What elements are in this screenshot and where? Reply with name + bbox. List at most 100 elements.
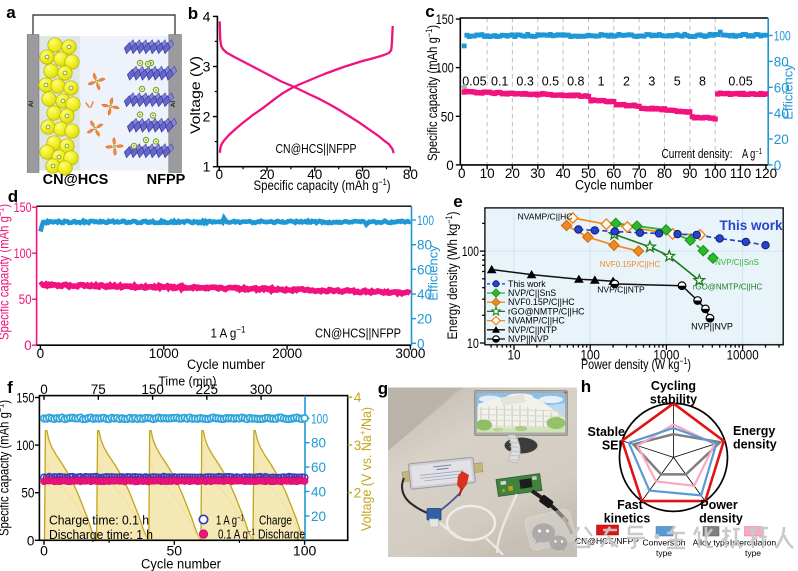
svg-text:100: 100 bbox=[293, 542, 317, 558]
svg-text:This work: This work bbox=[719, 218, 783, 233]
svg-text:0: 0 bbox=[458, 166, 466, 181]
svg-text:c: c bbox=[425, 2, 434, 21]
svg-text:60: 60 bbox=[355, 167, 370, 182]
svg-text:3: 3 bbox=[203, 59, 211, 75]
svg-text:NVP||NVP: NVP||NVP bbox=[691, 322, 733, 332]
svg-text:type: type bbox=[745, 548, 761, 558]
svg-text:Specific capacity (mAh g−1): Specific capacity (mAh g−1) bbox=[254, 177, 391, 193]
svg-text:g: g bbox=[378, 379, 388, 398]
svg-text:2000: 2000 bbox=[272, 346, 302, 361]
svg-text:CN@HCS||NFPP: CN@HCS||NFPP bbox=[276, 142, 357, 156]
svg-text:Cycle number: Cycle number bbox=[575, 178, 653, 193]
svg-text:75: 75 bbox=[91, 382, 106, 397]
svg-text:density: density bbox=[699, 512, 743, 526]
svg-text:80: 80 bbox=[657, 166, 672, 181]
svg-text:0: 0 bbox=[40, 542, 48, 558]
svg-text:NVP/C||NTP: NVP/C||NTP bbox=[597, 285, 645, 295]
svg-text:50: 50 bbox=[19, 292, 32, 307]
svg-text:h: h bbox=[581, 377, 591, 396]
svg-text:0.1: 0.1 bbox=[491, 75, 508, 89]
svg-text:Efficiency: Efficiency bbox=[426, 245, 441, 301]
svg-text:Power density (W kg−1): Power density (W kg−1) bbox=[581, 356, 691, 372]
svg-text:Energy: Energy bbox=[733, 424, 775, 438]
svg-text:rGO@NMTP/C||HC: rGO@NMTP/C||HC bbox=[508, 306, 585, 316]
svg-text:10000: 10000 bbox=[727, 347, 759, 362]
svg-text:Specific capacity (mAh g−1): Specific capacity (mAh g−1) bbox=[0, 204, 12, 340]
svg-text:2: 2 bbox=[203, 109, 211, 125]
svg-text:50: 50 bbox=[441, 109, 454, 124]
svg-text:Power: Power bbox=[700, 498, 738, 512]
svg-text:0.05: 0.05 bbox=[728, 75, 752, 89]
svg-text:40: 40 bbox=[774, 106, 789, 121]
svg-text:4: 4 bbox=[203, 8, 211, 24]
svg-text:70: 70 bbox=[632, 166, 647, 181]
svg-text:CN@HCS||NFPP: CN@HCS||NFPP bbox=[315, 327, 401, 341]
svg-text:NVAMP/C||HC: NVAMP/C||HC bbox=[508, 316, 565, 326]
svg-text:Specific capacity (mAh g−1): Specific capacity (mAh g−1) bbox=[0, 400, 12, 536]
svg-text:60: 60 bbox=[417, 262, 432, 277]
svg-text:3: 3 bbox=[648, 75, 655, 89]
svg-text:Stable: Stable bbox=[587, 425, 625, 439]
svg-text:100: 100 bbox=[704, 166, 727, 181]
svg-text:Charge time: 0.1 h: Charge time: 0.1 h bbox=[49, 514, 149, 528]
svg-text:1000: 1000 bbox=[149, 346, 179, 361]
svg-text:Charge: Charge bbox=[259, 514, 292, 528]
svg-text:0: 0 bbox=[37, 346, 45, 361]
svg-text:NVF0.15P/C||HC: NVF0.15P/C||HC bbox=[600, 260, 661, 269]
svg-text:100: 100 bbox=[16, 438, 34, 453]
svg-text:1: 1 bbox=[203, 159, 211, 175]
svg-text:f: f bbox=[7, 378, 13, 397]
svg-text:0: 0 bbox=[774, 158, 782, 173]
svg-text:80: 80 bbox=[417, 238, 432, 253]
svg-text:Cycling: Cycling bbox=[651, 379, 696, 393]
svg-text:150: 150 bbox=[436, 12, 454, 27]
svg-text:0: 0 bbox=[40, 382, 48, 397]
svg-text:8: 8 bbox=[699, 75, 706, 89]
svg-text:0.8: 0.8 bbox=[567, 75, 584, 89]
svg-text:Voltage (V vs. Na+/Na): Voltage (V vs. Na+/Na) bbox=[358, 407, 374, 531]
svg-text:Conversion: Conversion bbox=[643, 538, 686, 548]
svg-text:80: 80 bbox=[311, 436, 326, 451]
svg-text:100: 100 bbox=[311, 411, 328, 426]
svg-text:50: 50 bbox=[167, 542, 183, 558]
svg-text:1000: 1000 bbox=[653, 347, 679, 362]
svg-text:300: 300 bbox=[250, 382, 273, 397]
svg-text:3000: 3000 bbox=[395, 346, 425, 361]
svg-text:20: 20 bbox=[505, 166, 520, 181]
svg-text:40: 40 bbox=[307, 167, 322, 182]
svg-text:1: 1 bbox=[598, 75, 605, 89]
svg-text:60: 60 bbox=[606, 166, 621, 181]
svg-text:Fast: Fast bbox=[617, 498, 644, 512]
svg-text:NVF0.15P/C||HC: NVF0.15P/C||HC bbox=[508, 297, 575, 307]
svg-text:Al: Al bbox=[28, 101, 35, 108]
svg-text:10: 10 bbox=[508, 347, 521, 362]
svg-text:density: density bbox=[733, 438, 777, 452]
svg-text:d: d bbox=[8, 187, 18, 206]
svg-text:20: 20 bbox=[311, 509, 326, 524]
svg-text:type: type bbox=[656, 548, 672, 558]
svg-text:stability: stability bbox=[650, 393, 697, 407]
svg-text:0.5: 0.5 bbox=[542, 75, 559, 89]
svg-text:80: 80 bbox=[403, 167, 418, 182]
svg-text:20: 20 bbox=[774, 132, 789, 147]
svg-text:4: 4 bbox=[354, 390, 362, 405]
svg-text:Energy density (Wh kg−1): Energy density (Wh kg−1) bbox=[444, 212, 460, 340]
svg-text:e: e bbox=[453, 192, 462, 211]
svg-text:100: 100 bbox=[417, 213, 434, 228]
svg-text:a: a bbox=[6, 3, 16, 22]
svg-text:Time (min): Time (min) bbox=[158, 373, 216, 388]
svg-text:110: 110 bbox=[730, 166, 752, 181]
svg-text:Discharge: Discharge bbox=[258, 528, 305, 542]
svg-text:50: 50 bbox=[21, 486, 34, 501]
svg-text:2: 2 bbox=[623, 75, 630, 89]
svg-text:Efficiency: Efficiency bbox=[781, 64, 796, 120]
svg-text:150: 150 bbox=[16, 391, 34, 406]
svg-text:50: 50 bbox=[581, 166, 596, 181]
svg-text:Current density:: Current density: bbox=[662, 147, 733, 161]
svg-text:rGO@NMTP/C||HC: rGO@NMTP/C||HC bbox=[693, 283, 763, 292]
svg-text:40: 40 bbox=[417, 287, 432, 302]
svg-text:Cycle number: Cycle number bbox=[187, 357, 265, 372]
svg-text:30: 30 bbox=[530, 166, 545, 181]
svg-text:NVP||NVP: NVP||NVP bbox=[508, 334, 549, 344]
svg-text:SEI: SEI bbox=[602, 439, 622, 453]
